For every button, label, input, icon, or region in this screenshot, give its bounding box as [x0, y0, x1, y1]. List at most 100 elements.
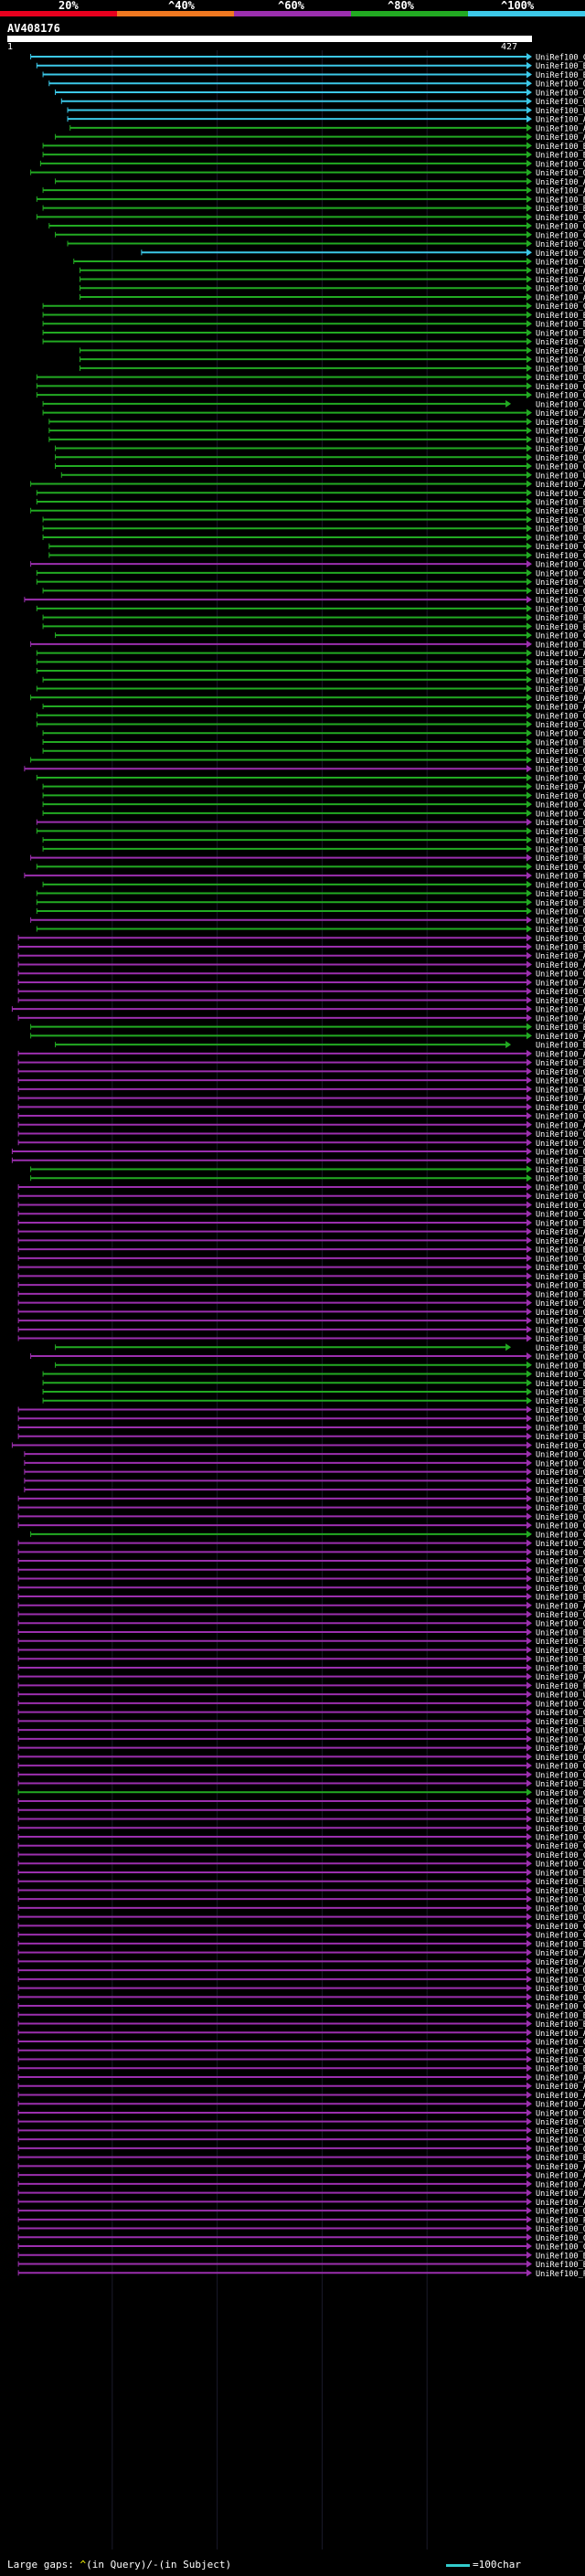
- hit-label[interactable]: UniRef100_Q0J459: [536, 819, 585, 828]
- hit-label[interactable]: UniRef100_C5YZJ1: [536, 2234, 585, 2243]
- hit-label[interactable]: UniRef100_B9GLK7: [536, 1628, 585, 1638]
- hit-label[interactable]: UniRef100_B4FYD8: [536, 1023, 585, 1033]
- hit-label[interactable]: UniRef100_Q8W3C0: [536, 1896, 585, 1905]
- hit-label[interactable]: UniRef100_C5Z1J4: [536, 1834, 585, 1843]
- hit-label[interactable]: UniRef100_A9PIP4: [536, 2163, 585, 2172]
- hit-label[interactable]: UniRef100_Q10PR1: [536, 2136, 585, 2146]
- hit-label[interactable]: UniRef100_B9H5F9: [536, 1807, 585, 1816]
- hit-label[interactable]: UniRef100_C5VPF5: [536, 1478, 585, 1487]
- hit-label[interactable]: UniRef100_Q43101: [536, 1513, 585, 1522]
- hit-label[interactable]: UniRef100_A7PS12: [536, 1949, 585, 1958]
- hit-label[interactable]: UniRef100_Q43729: [536, 1451, 585, 1460]
- hit-label[interactable]: UniRef100_Q9LRS7: [536, 1468, 585, 1478]
- hit-label[interactable]: UniRef100_A5EJH6: [536, 979, 585, 988]
- hit-label[interactable]: UniRef100_C6TB04: [536, 632, 585, 641]
- hit-label[interactable]: UniRef100_C6TN44: [536, 1994, 585, 2003]
- hit-label[interactable]: UniRef100_C5YH29: [536, 917, 585, 926]
- hit-label[interactable]: UniRef100_P24102: [536, 2216, 585, 2225]
- hit-label[interactable]: UniRef100_UP1000...: [536, 472, 585, 481]
- hit-label[interactable]: UniRef100_Q7XBH7: [536, 383, 585, 392]
- hit-label[interactable]: UniRef100_B6U8E5: [536, 944, 585, 953]
- hit-label[interactable]: UniRef100_A7QPN6: [536, 1095, 585, 1104]
- hit-label[interactable]: UniRef100_C5X746: [536, 1558, 585, 1567]
- hit-label[interactable]: UniRef100_A2YDJ5: [536, 1228, 585, 1237]
- hit-label[interactable]: UniRef100_Q656D4: [536, 1700, 585, 1709]
- hit-label[interactable]: UniRef100_Q8H2P0: [536, 1068, 585, 1077]
- hit-label[interactable]: UniRef100_C5X587: [536, 588, 585, 597]
- hit-label[interactable]: UniRef100_C5XWV4: [536, 1549, 585, 1558]
- hit-label[interactable]: UniRef100_A7QEZ5: [536, 1602, 585, 1611]
- hit-label[interactable]: UniRef100_B7ZWU1: [536, 1166, 585, 1175]
- hit-label[interactable]: UniRef100_C4PPV5: [536, 837, 585, 846]
- hit-label[interactable]: UniRef100_A7QR22: [536, 2083, 585, 2092]
- hit-label[interactable]: UniRef100_Q9M9Z7: [536, 400, 585, 409]
- hit-label[interactable]: UniRef100_B9GEP3: [536, 1344, 585, 1353]
- hit-label[interactable]: UniRef100_A5A5E9: [536, 961, 585, 970]
- hit-label[interactable]: UniRef100_B9IJS8: [536, 196, 585, 205]
- hit-label[interactable]: UniRef100_A7R490: [536, 952, 585, 961]
- hit-label[interactable]: UniRef100_Q43731: [536, 374, 585, 383]
- hit-label[interactable]: UniRef100_C7E9R8: [536, 214, 585, 223]
- hit-label[interactable]: UniRef100_A7QDJ4: [536, 178, 585, 187]
- hit-label[interactable]: UniRef100_C7E9R7: [536, 1735, 585, 1744]
- hit-label[interactable]: UniRef100_B6E500: [536, 668, 585, 677]
- hit-label[interactable]: UniRef100_B4FBB7: [536, 676, 585, 685]
- hit-label[interactable]: UniRef100_B9R919: [536, 1273, 585, 1282]
- hit-label[interactable]: UniRef100_B4FRD6: [536, 1718, 585, 1727]
- hit-label[interactable]: UniRef100_C9HX13: [536, 249, 585, 259]
- hit-label[interactable]: UniRef100_B9ILW4: [536, 845, 585, 854]
- hit-label[interactable]: UniRef100_A9RXZ4: [536, 1014, 585, 1023]
- hit-label[interactable]: UniRef100_C6U7I4: [536, 1540, 585, 1549]
- hit-label[interactable]: UniRef100_C5Z1J3: [536, 2003, 585, 2012]
- hit-label[interactable]: UniRef100_Q84049: [536, 792, 585, 801]
- hit-label[interactable]: UniRef100_Q9LWA2: [536, 1585, 585, 1594]
- hit-label[interactable]: UniRef100_Q9LDN9: [536, 1353, 585, 1362]
- hit-label[interactable]: UniRef100_A5BG28: [536, 133, 585, 143]
- hit-label[interactable]: UniRef100_B9NX9: [536, 641, 585, 650]
- hit-label[interactable]: UniRef100_C6TM46: [536, 2145, 585, 2154]
- hit-label[interactable]: UniRef100_Q524D3: [536, 1202, 585, 1211]
- hit-label[interactable]: UniRef100_Q53YQ4: [536, 2127, 585, 2136]
- hit-label[interactable]: UniRef100_B4F7T9: [536, 1656, 585, 1665]
- hit-label[interactable]: UniRef100_A2XFB0: [536, 1121, 585, 1130]
- hit-label[interactable]: UniRef100_Q9ZPY8: [536, 1754, 585, 1763]
- hit-label[interactable]: UniRef100_Q2AUM5: [536, 89, 585, 98]
- hit-label[interactable]: UniRef100_Q9LDW4: [536, 1130, 585, 1140]
- hit-label[interactable]: UniRef100_A7PS14: [536, 2172, 585, 2181]
- hit-label[interactable]: UniRef100_A9XEK4: [536, 1006, 585, 1015]
- hit-label[interactable]: UniRef100_Q5VAH0: [536, 605, 585, 614]
- hit-label[interactable]: UniRef100_B6W4Z3: [536, 1059, 585, 1068]
- hit-label[interactable]: UniRef100_A7QBC3: [536, 685, 585, 694]
- hit-label[interactable]: UniRef100_Q9ZNZ6: [536, 1763, 585, 1772]
- hit-label[interactable]: UniRef100_A0CSZ4: [536, 704, 585, 713]
- hit-label[interactable]: UniRef100_Q2SS59: [536, 2225, 585, 2234]
- hit-label[interactable]: UniRef100_A2Z6L7: [536, 2030, 585, 2039]
- hit-label[interactable]: UniRef100_B6SI49: [536, 1175, 585, 1184]
- hit-label[interactable]: UniRef100_Q9SIP4: [536, 1976, 585, 1985]
- hit-label[interactable]: UniRef100_Q0LHB9: [536, 908, 585, 917]
- hit-label[interactable]: UniRef100_A9TZF4: [536, 2073, 585, 2083]
- hit-label[interactable]: UniRef100_C5X744: [536, 1566, 585, 1575]
- hit-label[interactable]: UniRef100_C5H171: [536, 1851, 585, 1860]
- hit-label[interactable]: UniRef100_Qe54F7: [536, 1104, 585, 1113]
- hit-label[interactable]: UniRef100_C5WV85: [536, 1371, 585, 1380]
- hit-label[interactable]: UniRef100_B9HI10: [536, 1594, 585, 1603]
- hit-label[interactable]: UniRef100_Q9S9X5: [536, 747, 585, 757]
- hit-label[interactable]: UniRef100_C5WX37: [536, 1798, 585, 1807]
- hit-label[interactable]: UniRef100_Q5VKB0: [536, 1309, 585, 1318]
- hit-label[interactable]: UniRef100_A7PRW8: [536, 2180, 585, 2189]
- hit-label[interactable]: UniRef100_B4F2R9: [536, 1219, 585, 1228]
- hit-label[interactable]: UniRef100_Q8FL16: [536, 98, 585, 107]
- hit-label[interactable]: UniRef100_B9HF45: [536, 2261, 585, 2270]
- hit-label[interactable]: UniRef100_Q10PQ0: [536, 1113, 585, 1122]
- hit-label[interactable]: UniRef100_Q4PJU0: [536, 1077, 585, 1087]
- hit-label[interactable]: UniRef100_A7P9V7: [536, 650, 585, 659]
- hit-label[interactable]: UniRef100_Q5UFF9: [536, 1299, 585, 1309]
- hit-label[interactable]: UniRef100_P93121: [536, 1682, 585, 1691]
- hit-label[interactable]: UniRef100_A7PAD4: [536, 2101, 585, 2110]
- hit-label[interactable]: UniRef100_Q1W7Y6: [536, 1967, 585, 1977]
- hit-label[interactable]: UniRef100_Q10ET8: [536, 721, 585, 730]
- hit-label[interactable]: UniRef100_C5Z1J3: [536, 1709, 585, 1718]
- hit-label[interactable]: UniRef100_B6T6D4: [536, 1878, 585, 1887]
- hit-label[interactable]: UniRef100_C5Z0Z2: [536, 302, 585, 312]
